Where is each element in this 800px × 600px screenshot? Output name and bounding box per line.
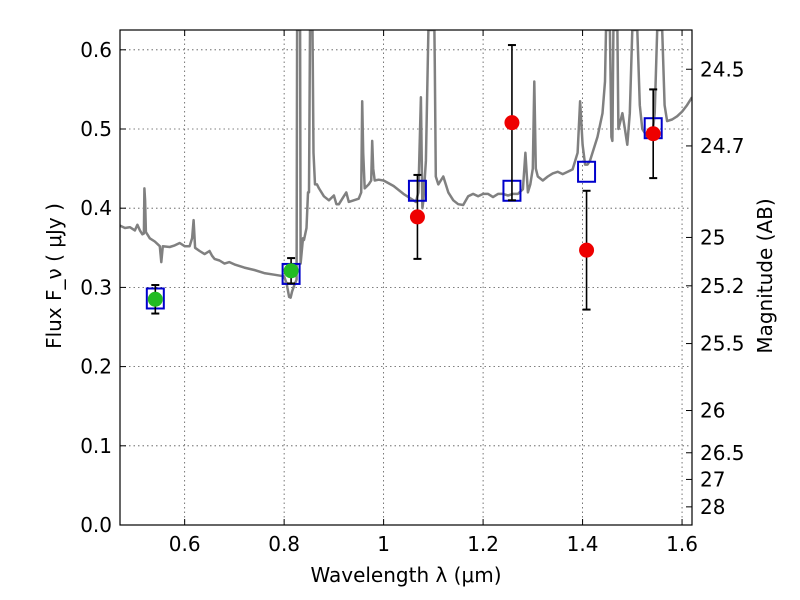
x-tick-label: 1.6 (666, 532, 698, 556)
right-tick-label: 25.5 (700, 332, 745, 356)
grid (120, 30, 692, 526)
y-axis-label: Flux F_ν ( μJy ) (42, 203, 66, 349)
right-tick-label: 24.5 (700, 57, 745, 81)
right-tick-label: 25 (700, 225, 725, 249)
model-spectrum-line (120, 30, 692, 299)
data-point-marker (645, 126, 661, 142)
y-tick-label: 0.6 (80, 38, 112, 62)
y-tick-label: 0.3 (80, 275, 112, 299)
right-tick-label: 26.5 (700, 441, 745, 465)
right-tick-label: 25.2 (700, 274, 745, 298)
right-axis-ticks: 24.5 24.7 25 25.2 25.5 26 26.527 28 (686, 57, 745, 519)
x-tick-label: 0.6 (169, 532, 201, 556)
y-tick-label: 0.1 (80, 434, 112, 458)
model-spectrum-layer (120, 30, 692, 299)
data-point-marker (283, 263, 299, 279)
y-tick-label: 0.5 (80, 117, 112, 141)
model-square-marker (577, 160, 597, 183)
y-tick-label: 0.4 (80, 196, 112, 220)
right-tick-label: 28 (700, 495, 725, 519)
x-tick-label: 1.2 (467, 532, 499, 556)
y-tick-label: 0.0 (80, 513, 112, 537)
x-tick-label: 1.4 (567, 532, 599, 556)
right-tick-label: 26 (700, 399, 725, 423)
y-tick-label: 0.2 (80, 355, 112, 379)
right-tick-label: 24.7 (700, 134, 745, 158)
data-point-marker (147, 291, 163, 307)
x-axis-label: Wavelength λ (μm) (310, 563, 501, 587)
data-points-layer (145, 44, 663, 315)
plot-frame (119, 29, 693, 526)
right-tick-label: 27 (700, 467, 725, 491)
data-point-marker (409, 209, 425, 225)
data-point-marker (504, 115, 520, 131)
x-tick-label: 1 (377, 532, 390, 556)
x-tick-label: 0.8 (268, 532, 300, 556)
y-axis-ticks: 0.0 0.1 0.2 0.3 0.4 0.5 0.6 (80, 38, 126, 537)
right-axis-label: Magnitude (AB) (753, 198, 777, 353)
data-point-marker (579, 242, 595, 258)
x-axis-ticks: 0.6 0.8 1 1.2 1.4 1.6 (169, 30, 698, 556)
